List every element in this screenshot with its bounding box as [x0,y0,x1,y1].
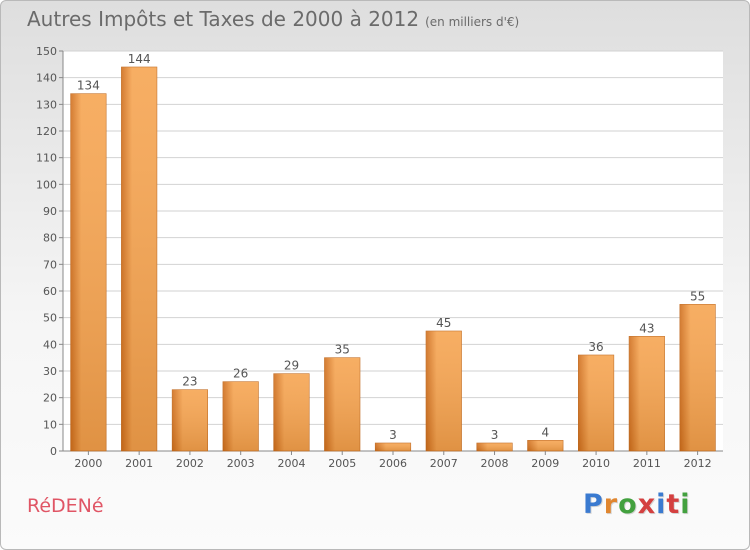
x-tick-label: 2001 [125,457,153,470]
bar-value-label: 29 [284,359,299,373]
y-tick-label: 10 [43,418,57,431]
bar-shade [172,389,208,451]
bar-value-label: 3 [491,428,499,442]
y-tick-label: 110 [36,152,57,165]
y-tick-label: 0 [50,445,57,458]
x-tick-label: 2006 [379,457,407,470]
x-tick-label: 2003 [227,457,255,470]
x-tick-label: 2012 [684,457,712,470]
bar-value-label: 35 [335,343,350,357]
y-tick-label: 30 [43,365,57,378]
bar-shade [222,381,259,451]
y-tick-label: 80 [43,232,57,245]
y-tick-label: 120 [36,125,57,138]
bar-shade [476,443,513,451]
y-tick-label: 140 [36,72,57,85]
x-tick-label: 2004 [277,457,305,470]
chart-subtitle: (en milliers d'€) [425,15,520,29]
bar-shade [375,443,411,451]
bar-shade [629,336,665,451]
y-tick-label: 100 [36,178,57,191]
bar-shade [527,440,564,451]
bar-value-label: 144 [128,52,151,66]
bar-value-label: 43 [639,321,654,335]
x-tick-label: 2011 [633,457,661,470]
x-tick-label: 2010 [582,457,610,470]
x-tick-label: 2002 [176,457,204,470]
y-tick-label: 20 [43,392,57,405]
bar-value-label: 45 [436,316,451,330]
y-tick-label: 40 [43,338,57,351]
bar-shade [121,67,157,451]
bar-shade [679,304,716,451]
bar-shade [70,93,107,452]
plot-area [63,51,723,451]
bar-value-label: 26 [233,367,248,381]
y-tick-label: 70 [43,258,57,271]
bar-value-label: 36 [588,340,603,354]
commune-name: RéDENé [27,495,104,517]
chart-title: Autres Impôts et Taxes de 2000 à 2012 (en… [27,7,519,31]
x-tick-label: 2000 [74,457,102,470]
bar-shade [578,355,614,451]
x-tick-label: 2008 [481,457,509,470]
y-tick-label: 50 [43,312,57,325]
bar-value-label: 55 [690,289,705,303]
bar-value-label: 134 [77,79,100,93]
x-tick-label: 2009 [531,457,559,470]
bar-value-label: 4 [541,425,549,439]
bar-value-label: 23 [182,375,197,389]
bar-shade [273,373,310,451]
bar-shade [324,357,360,451]
y-tick-label: 150 [36,45,57,58]
y-tick-label: 90 [43,205,57,218]
bar-shade [426,331,462,451]
x-tick-label: 2005 [328,457,356,470]
x-tick-label: 2007 [430,457,458,470]
proxiti-logo: Proxiti [583,489,691,520]
title-text: Autres Impôts et Taxes de 2000 à 2012 [27,7,420,31]
bar-value-label: 3 [389,428,397,442]
y-tick-label: 60 [43,285,57,298]
y-tick-label: 130 [36,98,57,111]
